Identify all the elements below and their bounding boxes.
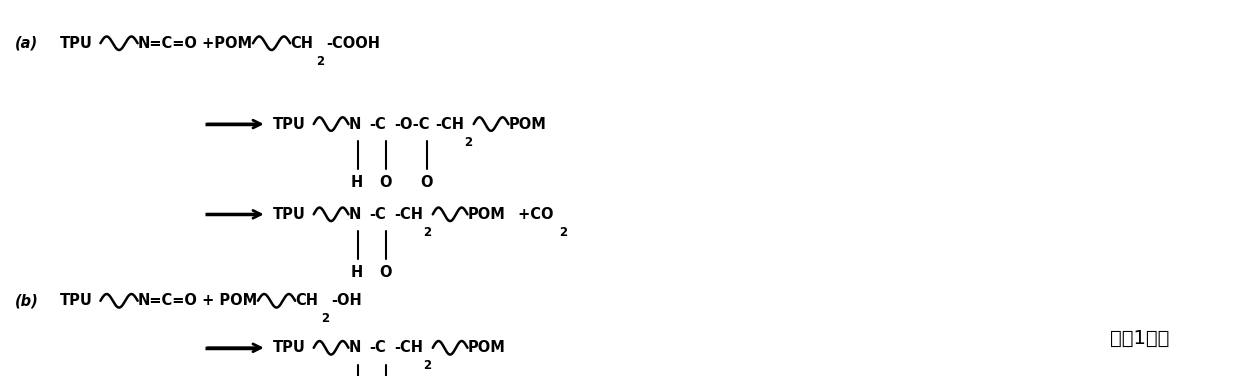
Text: -CH: -CH [394, 340, 423, 355]
Text: TPU: TPU [60, 36, 93, 51]
Text: N: N [348, 207, 361, 222]
Text: (a): (a) [15, 36, 38, 51]
Text: TPU: TPU [273, 117, 306, 132]
Text: O: O [420, 175, 433, 190]
Text: 2: 2 [559, 226, 568, 239]
Text: N: N [348, 117, 361, 132]
Text: +POM: +POM [197, 36, 252, 51]
Text: 2: 2 [464, 136, 472, 149]
Text: 2: 2 [321, 312, 330, 325]
Text: N=C=O: N=C=O [138, 36, 197, 51]
Text: -C: -C [370, 340, 387, 355]
Text: H: H [351, 175, 363, 190]
Text: TPU: TPU [273, 207, 306, 222]
Text: O: O [379, 265, 392, 280]
Text: -CH: -CH [435, 117, 464, 132]
Text: 2: 2 [316, 55, 325, 68]
Text: -CH: -CH [394, 207, 423, 222]
Text: N: N [348, 340, 361, 355]
Text: 式（1）。: 式（1）。 [1110, 329, 1169, 348]
Text: POM: POM [467, 207, 506, 222]
Text: 2: 2 [423, 226, 432, 239]
Text: + POM: + POM [197, 293, 258, 308]
Text: N=C=O: N=C=O [138, 293, 197, 308]
Text: -OH: -OH [331, 293, 362, 308]
Text: -C: -C [370, 207, 387, 222]
Text: (b): (b) [15, 293, 38, 308]
Text: H: H [351, 265, 363, 280]
Text: POM: POM [508, 117, 547, 132]
Text: TPU: TPU [273, 340, 306, 355]
Text: +CO: +CO [513, 207, 554, 222]
Text: TPU: TPU [60, 293, 93, 308]
Text: -C: -C [370, 117, 387, 132]
Text: O: O [379, 175, 392, 190]
Text: 2: 2 [423, 359, 432, 372]
Text: CH: CH [290, 36, 314, 51]
Text: POM: POM [467, 340, 506, 355]
Text: -COOH: -COOH [326, 36, 381, 51]
Text: CH: CH [295, 293, 319, 308]
Text: -O-C: -O-C [394, 117, 430, 132]
